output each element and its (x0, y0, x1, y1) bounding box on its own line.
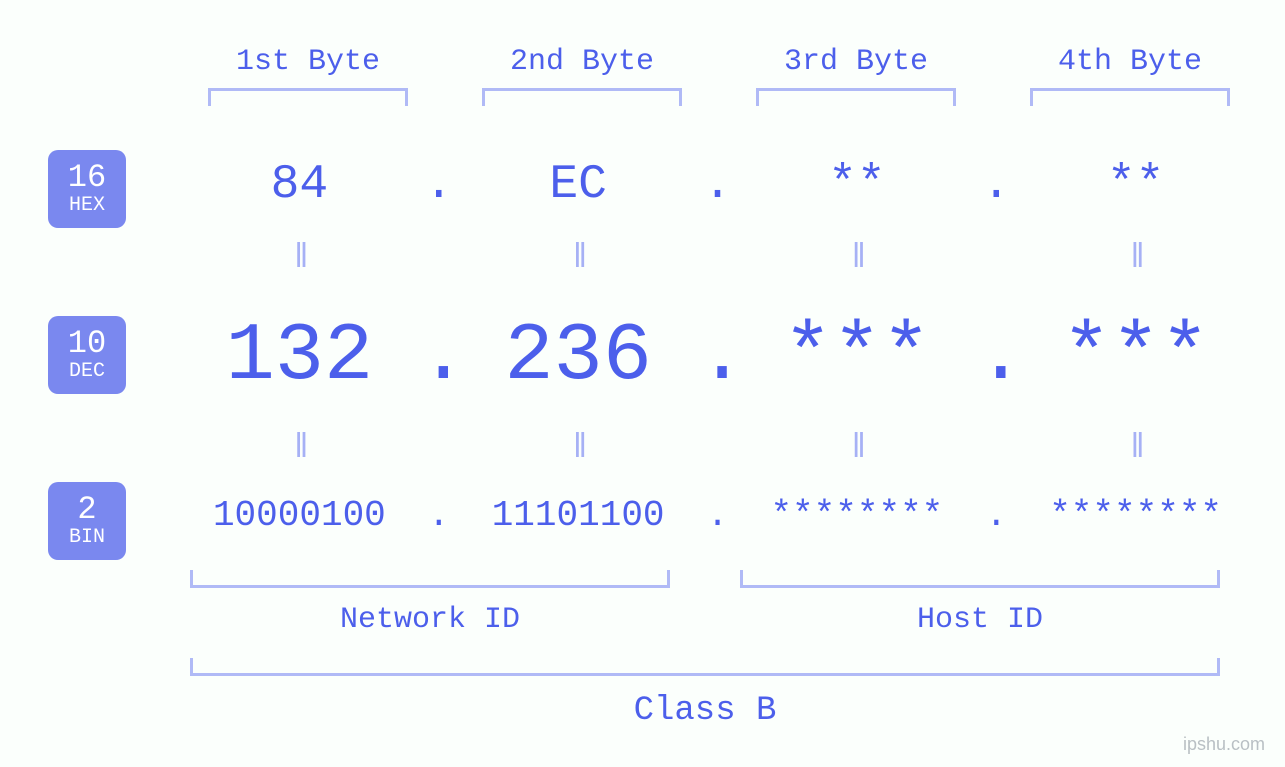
badge-dec-num: 10 (68, 328, 106, 360)
equals-icon: ǁ (180, 240, 419, 278)
eq-row-1: ǁ ǁ ǁ ǁ (180, 240, 1255, 278)
badge-hex-num: 16 (68, 162, 106, 194)
byte-label-2: 2nd Byte (482, 45, 682, 79)
top-bracket-4 (1030, 88, 1230, 106)
watermark: ipshu.com (1183, 734, 1265, 755)
dec-row: 132 . 236 . *** . *** (180, 310, 1255, 403)
badge-bin-txt: BIN (69, 528, 105, 548)
dec-b4: *** (1016, 310, 1255, 403)
dec-b2: 236 (459, 310, 698, 403)
dot: . (698, 495, 738, 536)
hex-b2: EC (459, 158, 698, 212)
network-id-label: Network ID (190, 603, 670, 637)
dot: . (976, 310, 1016, 403)
dot: . (698, 158, 738, 212)
dot: . (976, 158, 1016, 212)
badge-hex: 16 HEX (48, 150, 126, 228)
equals-icon: ǁ (1016, 430, 1255, 468)
equals-icon: ǁ (180, 430, 419, 468)
byte-label-1: 1st Byte (208, 45, 408, 79)
dec-b1: 132 (180, 310, 419, 403)
equals-icon: ǁ (459, 240, 698, 278)
bin-b2: 11101100 (459, 495, 698, 536)
dec-b3: *** (738, 310, 977, 403)
badge-bin-num: 2 (77, 494, 96, 526)
badge-dec-txt: DEC (69, 362, 105, 382)
top-bracket-1 (208, 88, 408, 106)
top-bracket-3 (756, 88, 956, 106)
badge-bin: 2 BIN (48, 482, 126, 560)
host-id-label: Host ID (740, 603, 1220, 637)
badge-dec: 10 DEC (48, 316, 126, 394)
diagram-container: 1st Byte 2nd Byte 3rd Byte 4th Byte 16 H… (0, 0, 1285, 767)
top-bracket-2 (482, 88, 682, 106)
hex-b1: 84 (180, 158, 419, 212)
hex-b4: ** (1016, 158, 1255, 212)
class-bracket (190, 658, 1220, 676)
hex-b3: ** (738, 158, 977, 212)
bin-b3: ******** (738, 495, 977, 536)
byte-label-3: 3rd Byte (756, 45, 956, 79)
bin-b1: 10000100 (180, 495, 419, 536)
badge-hex-txt: HEX (69, 196, 105, 216)
equals-icon: ǁ (738, 430, 977, 468)
dot: . (419, 158, 459, 212)
class-label: Class B (190, 692, 1220, 730)
equals-icon: ǁ (459, 430, 698, 468)
hex-row: 84 . EC . ** . ** (180, 158, 1255, 212)
bin-b4: ******** (1016, 495, 1255, 536)
eq-row-2: ǁ ǁ ǁ ǁ (180, 430, 1255, 468)
host-id-bracket (740, 570, 1220, 588)
dot: . (698, 310, 738, 403)
network-id-bracket (190, 570, 670, 588)
dot: . (976, 495, 1016, 536)
dot: . (419, 495, 459, 536)
dot: . (419, 310, 459, 403)
equals-icon: ǁ (1016, 240, 1255, 278)
equals-icon: ǁ (738, 240, 977, 278)
bin-row: 10000100 . 11101100 . ******** . *******… (180, 495, 1255, 536)
byte-label-4: 4th Byte (1030, 45, 1230, 79)
